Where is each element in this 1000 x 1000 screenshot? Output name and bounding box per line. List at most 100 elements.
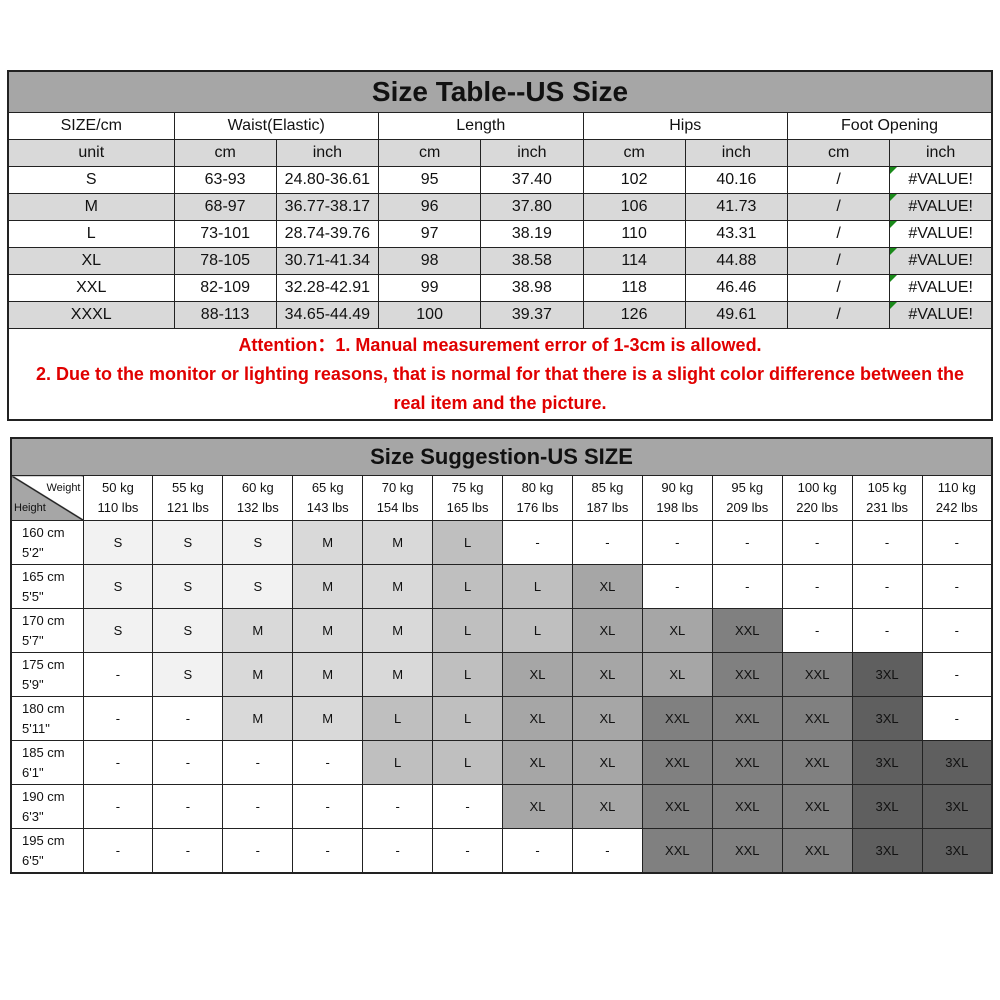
height-ft: 5'7" (22, 632, 44, 648)
height-cm: 190 cm (22, 788, 65, 804)
size-cell: XXL (711, 740, 783, 785)
table-cell: 82-109 (173, 274, 277, 302)
size-cell: XL (502, 740, 573, 785)
size-cell: XL (571, 652, 643, 697)
size-cell: XXL (641, 740, 713, 785)
size-cell: S (152, 564, 224, 609)
size-cell: M (362, 520, 434, 565)
header-foot-opening: Foot Opening (787, 112, 993, 140)
table-cell: 96 (377, 193, 482, 221)
weight-header: 80 kg 176 lbs (502, 475, 573, 521)
height-ft: 5'5" (22, 588, 44, 604)
attention-note: Attention：1. Manual measurement error of… (7, 328, 993, 421)
table-cell: 73-101 (173, 220, 277, 248)
size-cell: S (82, 608, 154, 653)
size-cell: M (292, 608, 364, 653)
size-cell: XXL (781, 740, 853, 785)
size-cell: L (432, 696, 504, 741)
height-cm: 195 cm (22, 832, 65, 848)
size-cell: XXL (641, 784, 713, 829)
weight-kg: 70 kg (381, 480, 414, 495)
size-cell: - (292, 828, 364, 874)
size-cell: - (82, 652, 154, 697)
size-cell: - (222, 740, 294, 785)
size-cell: L (432, 564, 504, 609)
size-cell: XL (641, 608, 713, 653)
weight-lbs: 220 lbs (796, 500, 839, 515)
weight-lbs: 176 lbs (516, 500, 559, 515)
table-cell: 88-113 (173, 301, 277, 329)
table-cell: / (786, 247, 891, 275)
height-cm: 170 cm (22, 612, 65, 628)
table-cell: 49.61 (684, 301, 789, 329)
table-row: XXL 82-109 32.28-42.91 99 38.98 118 46.46/#VAL… (7, 274, 993, 302)
attention-line-1: Attention：1. Manual measurement error of… (238, 334, 762, 355)
size-cell: - (851, 608, 923, 653)
weight-header: 55 kg 121 lbs (152, 475, 224, 521)
size-cell: - (362, 828, 434, 874)
size-cell: - (781, 608, 853, 653)
suggestion-row: 180 cm 5'11" - - M M L L XL XL XXL XXL XXL 3XL - (10, 696, 993, 741)
weight-kg: 105 kg (867, 480, 907, 495)
size-cell: S (152, 608, 224, 653)
size-cell: XXL (781, 696, 853, 741)
size-cell: S (82, 520, 154, 565)
table-cell: / (786, 220, 891, 248)
table-cell: 114 (582, 247, 686, 275)
table-cell: / (786, 193, 891, 221)
table-cell: / (786, 166, 891, 194)
height-header: 165 cm 5'5" (10, 564, 84, 609)
table-cell: XXXL (7, 301, 175, 329)
size-cell: - (222, 784, 294, 829)
suggestion-row: 185 cm 6'1" - - - - L L XL XL XXL XXL XXL 3XL 3XL (10, 740, 993, 785)
table-cell: 98 (377, 247, 482, 275)
table-cell: 37.80 (480, 193, 584, 221)
table-cell: M (7, 193, 175, 221)
weight-kg: 65 kg (311, 480, 344, 495)
weight-lbs: 242 lbs (935, 500, 978, 515)
height-header: 175 cm 5'9" (10, 652, 84, 697)
height-cm: 165 cm (22, 568, 65, 584)
table-cell: 97 (377, 220, 482, 248)
weight-lbs: 187 lbs (586, 500, 629, 515)
size-cell: 3XL (921, 828, 993, 874)
weight-kg: 100 kg (797, 480, 837, 495)
table-cell: 24.80-36.61 (275, 166, 380, 194)
weight-kg: 80 kg (521, 480, 554, 495)
weight-header: 75 kg 165 lbs (432, 475, 504, 521)
size-cell: L (502, 564, 573, 609)
size-cell: XXL (711, 696, 783, 741)
size-cell: S (222, 520, 294, 565)
table-cell: #VALUE! (889, 220, 993, 248)
size-cell: S (152, 520, 224, 565)
weight-header: 85 kg 187 lbs (571, 475, 643, 521)
height-header: 170 cm 5'7" (10, 608, 84, 653)
weight-kg: 95 kg (731, 480, 764, 495)
size-cell: 3XL (851, 828, 923, 874)
weight-lbs: 110 lbs (97, 500, 139, 515)
height-ft: 6'3" (22, 808, 44, 824)
unit-cell: unit (7, 139, 175, 167)
suggestion-title: Size Suggestion-US SIZE (10, 437, 993, 476)
size-cell: M (292, 564, 364, 609)
weight-lbs: 231 lbs (866, 500, 909, 515)
size-cell: L (362, 740, 434, 785)
height-header: 195 cm 6'5" (10, 828, 84, 874)
weight-header: 50 kg 110 lbs (82, 475, 154, 521)
suggestion-row: 165 cm 5'5" S S S M M L L XL - - - - - (10, 564, 993, 609)
size-cell: - (82, 696, 154, 741)
table-cell: 41.73 (684, 193, 789, 221)
size-cell: - (921, 564, 993, 609)
size-cell: - (292, 784, 364, 829)
size-cell: XL (502, 784, 573, 829)
table-cell: 63-93 (173, 166, 277, 194)
height-ft: 6'1" (22, 764, 44, 780)
weight-header: 70 kg 154 lbs (362, 475, 434, 521)
suggestion-row: 190 cm 6'3" - - - - - - XL XL XXL XXL XXL 3XL 3XL (10, 784, 993, 829)
table-cell: 68-97 (173, 193, 277, 221)
unit-cell: cm (786, 139, 891, 167)
size-cell: 3XL (851, 652, 923, 697)
size-cell: - (502, 520, 573, 565)
size-cell: - (921, 696, 993, 741)
table-cell: 43.31 (684, 220, 789, 248)
